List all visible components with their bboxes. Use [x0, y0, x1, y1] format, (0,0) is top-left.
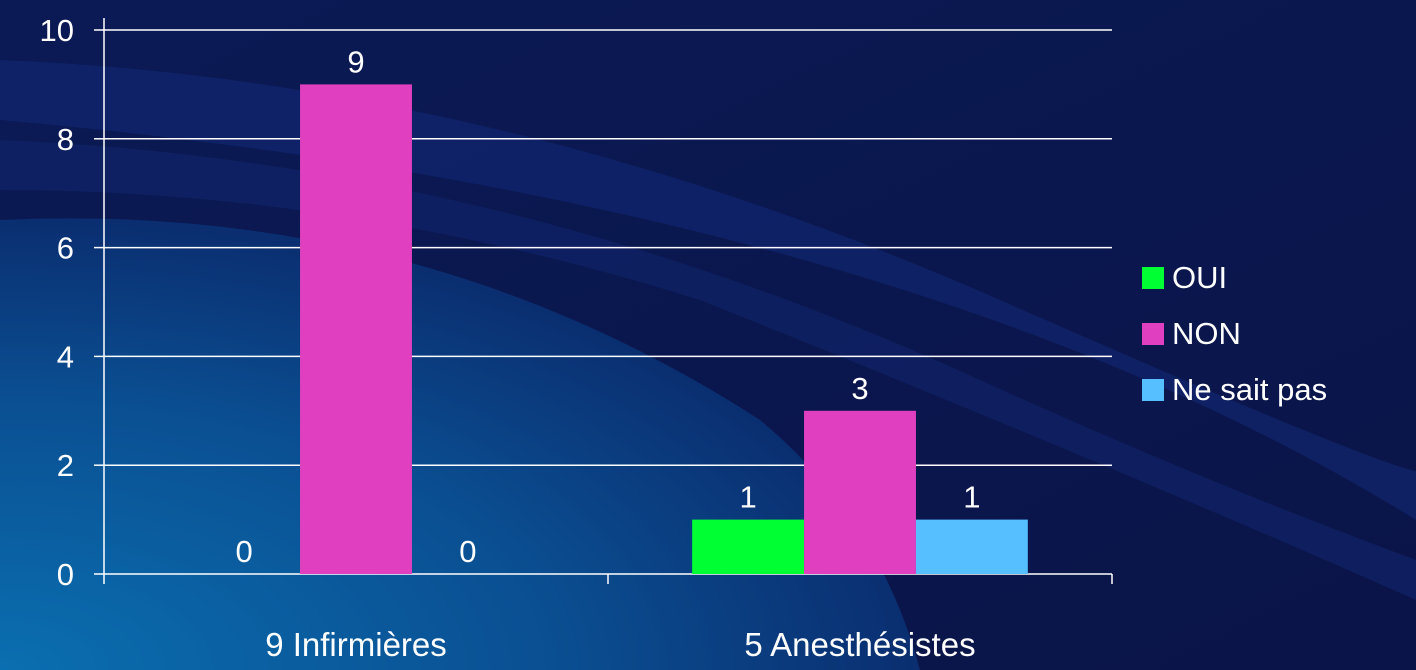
x-category-label: 5 Anesthésistes	[744, 626, 975, 663]
data-label: 1	[739, 480, 756, 515]
legend-swatch	[1142, 379, 1164, 401]
data-label: 0	[235, 534, 252, 569]
y-tick-label: 2	[57, 448, 74, 483]
labels: 0 2 4 6 8 10 0 9 0 9 Infirmières 1 3 1 5 Anesthésiste…	[40, 13, 981, 663]
bar	[692, 519, 805, 574]
axes	[94, 18, 1113, 584]
y-tick-label: 4	[57, 339, 74, 374]
data-label: 1	[963, 480, 980, 515]
data-label: 9	[347, 44, 364, 79]
data-label: 0	[459, 534, 476, 569]
data-label: 3	[851, 371, 868, 406]
legend-label: Ne sait pas	[1172, 372, 1328, 407]
y-tick-label: 6	[57, 231, 74, 266]
legend-item: OUI	[1142, 250, 1412, 306]
bars	[300, 84, 1028, 575]
legend: OUI NON Ne sait pas	[1142, 250, 1412, 418]
y-tick-label: 8	[57, 122, 74, 157]
legend-item: NON	[1142, 306, 1412, 362]
y-tick-label: 10	[40, 13, 74, 48]
legend-label: NON	[1172, 316, 1241, 351]
legend-label: OUI	[1172, 260, 1228, 295]
x-category-label: 9 Infirmières	[265, 626, 447, 663]
bar	[804, 410, 916, 574]
gridlines	[104, 29, 1112, 466]
bar	[300, 84, 412, 575]
legend-item: Ne sait pas	[1142, 362, 1412, 418]
legend-swatch	[1142, 267, 1164, 289]
legend-swatch	[1142, 323, 1164, 345]
bar	[915, 519, 1028, 574]
y-tick-label: 0	[57, 557, 74, 592]
